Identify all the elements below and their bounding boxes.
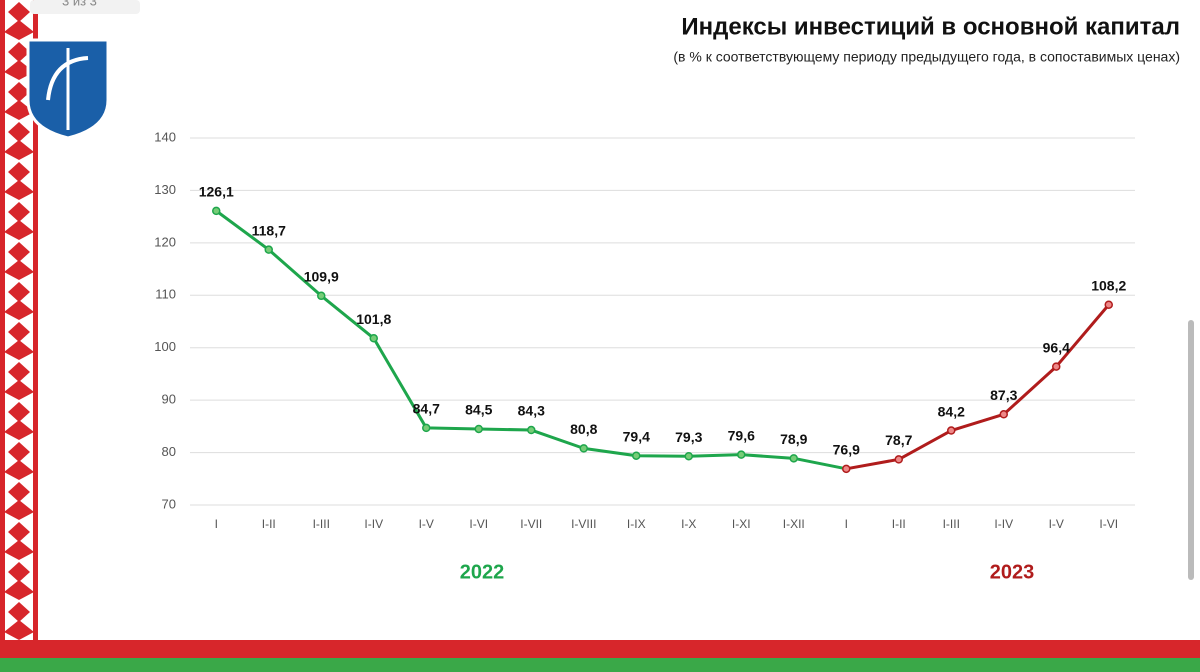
x-tick-label: I-VI [1099,517,1118,531]
point [264,245,273,254]
value-label: 76,9 [833,442,860,458]
value-label: 96,4 [1043,339,1070,355]
value-label: 109,9 [304,269,339,285]
chart-title: Индексы инвестиций в основной капитал [681,13,1180,40]
point [474,424,483,434]
band-red [0,640,1200,658]
legend-label: 2023 [990,561,1035,583]
x-tick-label: I [845,517,848,531]
series-line [215,209,794,460]
value-label: 126,1 [199,184,234,200]
value-label: 79,6 [728,427,755,443]
x-tick-label: I-II [892,517,906,531]
value-label: 101,8 [356,311,391,327]
point [842,464,851,474]
emblem [26,38,110,140]
x-tick-label: I-XII [783,517,805,531]
y-tick-label: 130 [154,182,176,197]
value-label: 79,4 [623,428,650,444]
scrollbar [1188,320,1194,580]
point [737,450,746,459]
x-tick-label: I-IV [364,517,383,531]
y-tick-label: 140 [154,129,176,144]
chart-subtitle: (в % к соответствующему периоду предыдущ… [673,49,1180,65]
point [1052,362,1061,371]
point [789,454,798,463]
point [369,334,378,343]
x-tick-label: I-VIII [571,517,596,531]
band-green [0,658,1200,672]
value-label: 84,3 [518,403,545,419]
x-tick-label: I-III [313,517,330,531]
value-label: 87,3 [990,387,1017,403]
y-tick-label: 90 [162,392,176,407]
y-tick-label: 80 [162,444,176,459]
point [632,451,641,460]
point [317,291,326,301]
point [894,455,903,464]
x-tick-label: I-VI [469,517,488,531]
x-tick-label: I-VII [520,517,542,531]
point [947,426,956,435]
value-label: 118,7 [252,222,286,238]
value-label: 78,7 [885,432,912,448]
point [212,206,221,216]
y-tick-label: 70 [162,496,176,511]
x-tick-label: I-II [262,517,276,531]
point [999,410,1008,419]
x-tick-label: I-III [943,517,960,531]
x-tick-label: I-IX [627,517,646,531]
x-tick-label: I [215,517,218,531]
series-line [845,303,1110,471]
page-indicator-bg [30,0,140,14]
point [527,425,536,435]
value-label: 78,9 [780,431,807,447]
point [422,423,431,433]
x-tick-label: I-X [681,517,696,531]
point [1104,300,1113,309]
page-indicator: 3 из 3 [62,0,97,8]
value-label: 84,2 [938,403,965,419]
value-label: 79,3 [675,429,702,445]
x-tick-label: I-V [419,517,434,531]
legend-label: 2022 [460,561,505,583]
y-tick-label: 100 [154,339,176,354]
value-label: 84,7 [413,401,440,417]
x-tick-label: I-V [1049,517,1064,531]
x-tick-label: I-XI [732,517,751,531]
value-label: 108,2 [1091,277,1126,293]
series-connector [793,456,847,471]
x-tick-label: I-IV [994,517,1013,531]
value-label: 84,5 [465,402,492,418]
point [579,444,588,453]
value-label: 80,8 [570,421,597,437]
point [684,451,693,461]
y-tick-label: 110 [155,287,176,302]
y-tick-label: 120 [154,234,176,249]
